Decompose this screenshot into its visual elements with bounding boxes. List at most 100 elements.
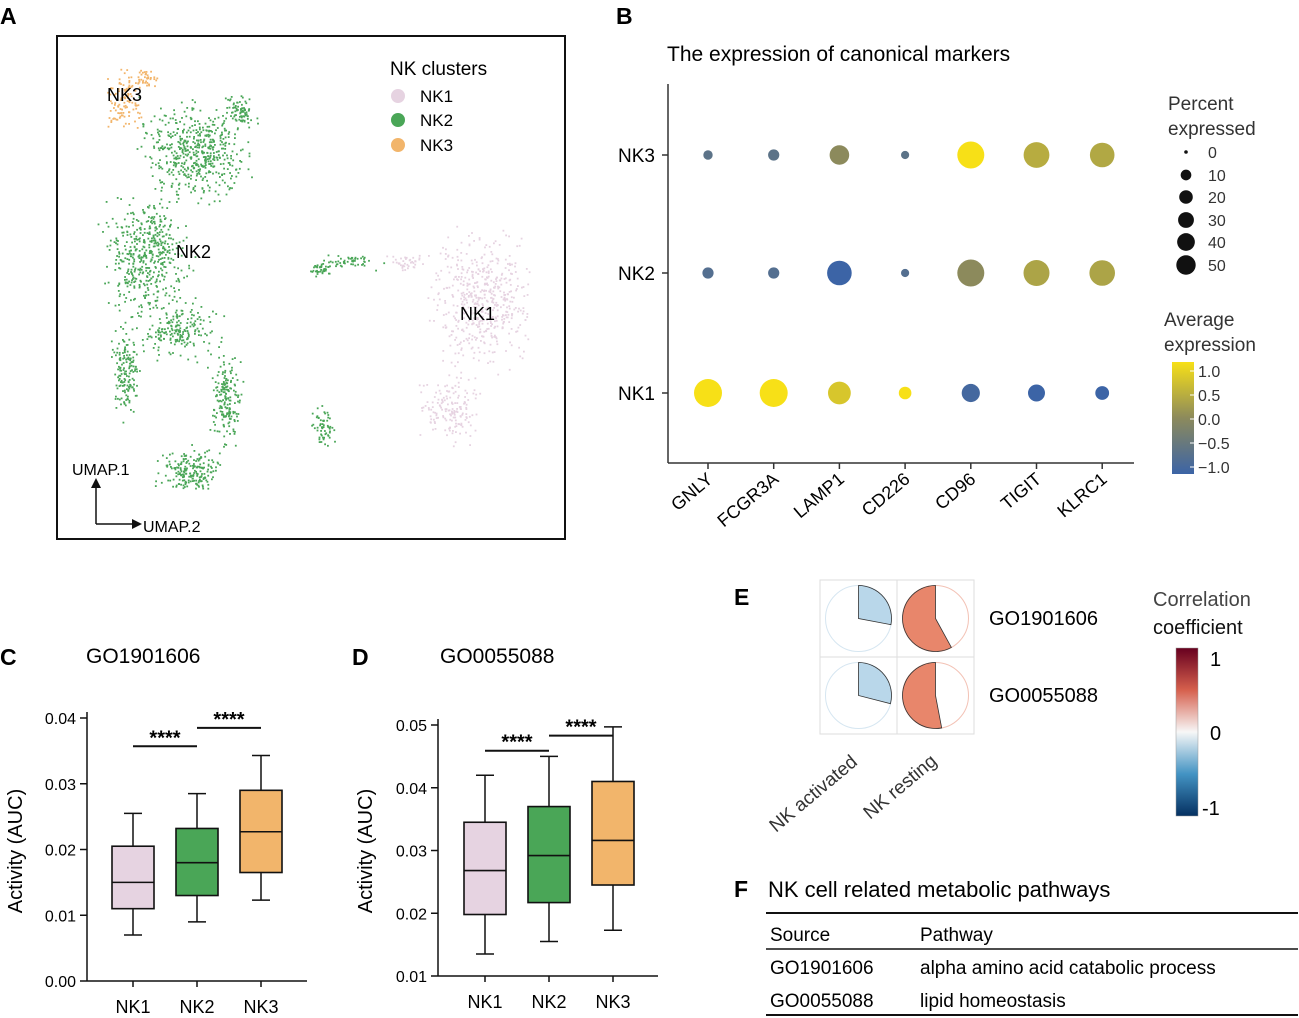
umap-point-nk2 [176,317,179,319]
umap-point-nk2 [174,460,177,463]
umap-point-nk2 [120,259,123,262]
umap-point-nk2 [115,239,118,242]
umap-point-nk2 [193,479,196,482]
umap-point-nk2 [140,315,142,318]
umap-point-nk2 [242,119,244,122]
umap-point-nk2 [224,406,227,408]
umap-point-nk2 [243,115,246,118]
umap-point-nk1 [505,310,508,313]
umap-point-nk2 [157,349,160,352]
umap-point-nk1 [422,384,425,387]
umap-point-nk2 [176,340,179,342]
umap-point-nk2 [175,162,178,165]
umap-point-nk1 [408,259,411,262]
umap-point-nk3 [107,125,110,128]
umap-point-nk1 [447,403,449,406]
umap-point-nk1 [507,313,510,316]
colorbar-tick-1: 1 [1210,649,1221,671]
umap-point-nk2 [329,417,331,420]
umap-point-nk2 [130,271,132,273]
umap-point-nk1 [491,260,494,262]
umap-point-nk3 [123,72,126,75]
umap-point-nk2 [199,470,202,473]
umap-point-nk2 [168,252,171,254]
umap-point-nk3 [142,79,145,82]
umap-point-nk2 [128,338,131,341]
umap-point-nk1 [442,246,444,249]
umap-point-nk2 [219,139,222,142]
umap-point-nk2 [182,166,185,169]
umap-point-nk1 [432,411,435,414]
umap-point-nk2 [118,342,120,345]
umap-point-nk3 [120,83,122,85]
size-legend-label: 40 [1208,235,1226,252]
umap-point-nk2 [183,455,186,457]
umap-point-nk2 [129,284,132,286]
umap-point-nk1 [405,258,407,260]
umap-point-nk2 [185,115,188,118]
umap-point-nk2 [213,415,216,418]
umap-point-nk2 [158,251,160,254]
umap-point-nk1 [497,258,499,260]
umap-point-nk2 [201,179,204,181]
umap-point-nk2 [183,123,186,126]
umap-point-nk2 [337,260,340,263]
umap-point-nk1 [455,319,457,321]
umap-point-nk2 [239,111,242,114]
umap-point-nk1 [404,256,406,259]
umap-point-nk2 [217,382,220,385]
size-legend-label: 20 [1208,190,1226,207]
umap-point-nk2 [311,271,314,273]
umap-point-nk1 [502,314,505,317]
umap-point-nk1 [446,434,448,437]
umap-point-nk1 [488,245,491,248]
umap-point-nk1 [495,336,497,339]
dot-nk3-cd226 [901,150,910,160]
umap-point-nk2 [194,189,196,192]
umap-point-nk2 [161,274,164,277]
umap-point-nk2 [126,285,129,288]
umap-point-nk2 [118,398,121,401]
panel-label-f: F [734,876,748,902]
umap-point-nk2 [152,137,155,140]
umap-point-nk1 [455,311,457,314]
umap-point-nk2 [180,483,182,486]
umap-point-nk2 [151,253,154,256]
umap-point-nk2 [213,200,216,203]
umap-point-nk1 [454,352,457,355]
umap-point-nk2 [339,262,342,264]
umap-point-nk2 [143,253,146,255]
umap-point-nk2 [132,350,135,353]
umap-point-nk2 [187,459,190,462]
umap-point-nk2 [119,356,122,359]
umap-point-nk2 [169,117,172,120]
umap-point-nk2 [110,340,113,343]
umap-point-nk2 [142,241,145,243]
umap-point-nk2 [174,339,177,341]
umap-point-nk2 [176,466,178,469]
umap-point-nk2 [201,165,204,168]
umap-point-nk2 [143,212,146,215]
umap-point-nk1 [465,299,468,302]
umap-point-nk2 [122,385,124,387]
umap-point-nk1 [449,396,452,399]
umap-point-nk2 [363,264,366,267]
umap-point-nk2 [207,349,210,352]
umap-point-nk1 [475,317,477,319]
umap-point-nk2 [235,412,238,415]
umap-point-nk1 [518,307,520,310]
umap-point-nk2 [170,219,172,222]
umap-point-nk1 [521,286,523,289]
size-legend-dot [1177,233,1195,251]
umap-point-nk2 [243,109,246,111]
umap-point-nk2 [179,135,181,138]
umap-point-nk2 [183,146,186,148]
umap-point-nk2 [150,134,153,136]
umap-point-nk2 [115,259,118,261]
umap-point-nk2 [148,244,151,246]
umap-point-nk2 [150,221,152,223]
umap-point-nk2 [179,354,182,357]
umap-point-nk2 [136,370,138,373]
umap-point-nk2 [124,276,126,278]
table-header-source: Source [770,925,830,946]
